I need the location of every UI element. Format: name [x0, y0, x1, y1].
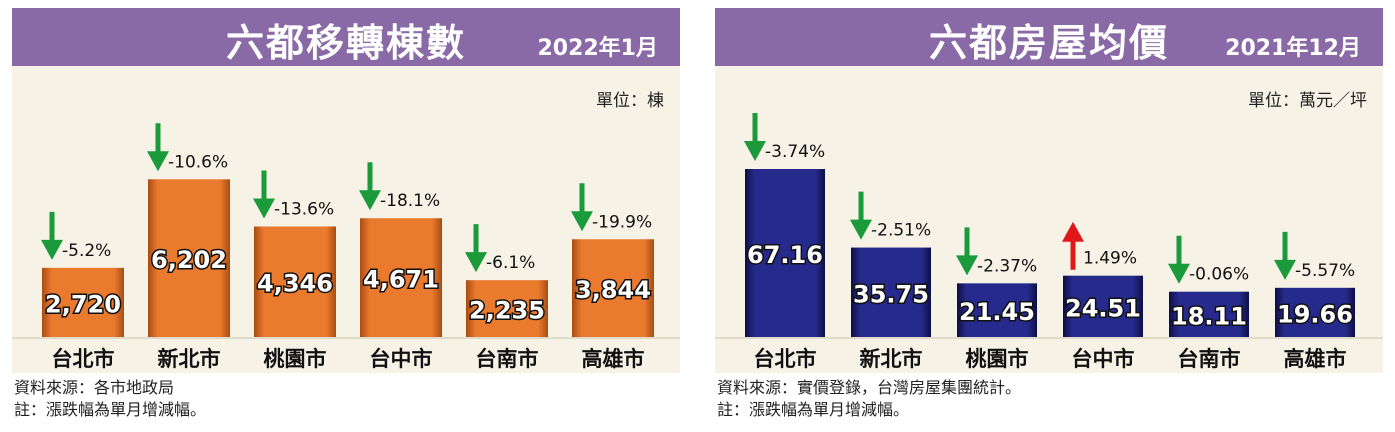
bar-value-label: 24.51 — [1065, 294, 1141, 322]
bar-value-label: 19.66 — [1277, 300, 1353, 328]
change-label: -6.1% — [486, 253, 535, 273]
arrow-down-icon — [1168, 235, 1190, 284]
arrow-up-icon — [1062, 221, 1084, 270]
bar — [1275, 287, 1355, 337]
panel-date: 2021年12月 — [1225, 36, 1361, 61]
plot-area: 單位：萬元／坪 67.16 -3.74% 台北市 35.75 -2.51% 新北市 21.4… — [715, 66, 1383, 373]
arrow-down-icon — [571, 183, 593, 232]
bar-value-label: 2,720 — [45, 290, 121, 318]
category-label: 台中市 — [1072, 347, 1135, 371]
category-label: 新北市 — [158, 347, 221, 371]
change-label: -5.57% — [1295, 261, 1355, 281]
plot-area: 單位：棟 2,720 -5.2% 台北市 6,202 -10.6% 新北市 4,346 -13… — [12, 66, 680, 373]
arrow-down-icon — [956, 227, 978, 276]
category-label: 台南市 — [1178, 347, 1241, 371]
category-label: 台中市 — [370, 347, 433, 371]
bar — [42, 267, 124, 337]
bar-value-label: 18.11 — [1171, 302, 1247, 330]
arrow-down-icon — [1274, 231, 1296, 280]
bar-value-label: 3,844 — [575, 276, 651, 304]
panel-title: 六都移轉棟數 — [225, 21, 466, 65]
category-label: 台北市 — [52, 347, 115, 371]
bar — [851, 247, 931, 337]
arrow-down-icon — [253, 170, 275, 219]
source-note: 資料來源：實價登錄，台灣房屋集團統計。 — [717, 378, 1022, 397]
transfer-bar-chart: 2,720 -5.2% 台北市 6,202 -10.6% 新北市 4,346 -13.6% 桃園… — [12, 123, 680, 371]
change-label: -19.9% — [592, 212, 652, 232]
panel-title: 六都房屋均價 — [928, 21, 1169, 65]
category-label: 高雄市 — [582, 347, 645, 371]
bar-value-label: 4,671 — [363, 266, 439, 294]
footnotes: 資料來源：實價登錄，台灣房屋集團統計。 註：漲跌幅為單月增減幅。 — [717, 377, 1021, 421]
change-label: -2.37% — [977, 256, 1037, 276]
source-note: 資料來源：各市地政局 — [14, 378, 175, 397]
bar — [254, 226, 336, 337]
transfer-count-panel: 六都移轉棟數 2022年1月 單位：棟 2,720 -5.2% 台北市 6,202 -1… — [12, 8, 680, 432]
bar — [957, 283, 1037, 337]
category-label: 高雄市 — [1284, 347, 1347, 371]
change-label: -0.06% — [1189, 265, 1249, 285]
arrow-down-icon — [359, 162, 381, 211]
panel-date: 2022年1月 — [537, 36, 658, 61]
price-bar-chart: 67.16 -3.74% 台北市 35.75 -2.51% 新北市 21.45 -2.37% 桃… — [715, 113, 1383, 371]
arrow-down-icon — [850, 191, 872, 240]
bar — [360, 218, 442, 337]
category-label: 台北市 — [754, 347, 817, 371]
arrow-down-icon — [465, 224, 487, 273]
bar-value-label: 2,235 — [469, 297, 545, 325]
bar-value-label: 35.75 — [853, 280, 929, 308]
bar — [572, 239, 654, 337]
bar-value-label: 67.16 — [747, 241, 823, 269]
change-note: 註：漲跌幅為單月增減幅。 — [717, 400, 910, 419]
category-label: 桃園市 — [264, 347, 327, 371]
change-label: -10.6% — [168, 152, 228, 172]
unit-label: 單位：萬元／坪 — [1248, 91, 1367, 111]
bar — [1063, 275, 1143, 337]
change-label: 1.49% — [1083, 249, 1137, 269]
unit-label: 單位：棟 — [596, 91, 664, 111]
arrow-down-icon — [41, 211, 63, 260]
bar-value-label: 21.45 — [959, 298, 1035, 326]
bar — [148, 179, 230, 337]
house-price-panel: 六都房屋均價 2021年12月 單位：萬元／坪 67.16 -3.74% 台北市 35… — [715, 8, 1383, 432]
change-label: -13.6% — [274, 199, 334, 219]
bar-value-label: 6,202 — [151, 246, 227, 274]
bar — [1169, 291, 1249, 337]
change-label: -3.74% — [765, 142, 825, 162]
change-label: -5.2% — [62, 241, 111, 261]
bar — [745, 169, 825, 337]
footnotes: 資料來源：各市地政局 註：漲跌幅為單月增減幅。 — [14, 377, 206, 421]
panel-header: 六都房屋均價 2021年12月 — [715, 8, 1383, 66]
change-label: -18.1% — [380, 191, 440, 211]
category-label: 新北市 — [860, 347, 923, 371]
category-label: 桃園市 — [966, 347, 1029, 371]
change-label: -2.51% — [871, 221, 931, 241]
bar-value-label: 4,346 — [257, 270, 333, 298]
change-note: 註：漲跌幅為單月增減幅。 — [14, 400, 207, 419]
panel-header: 六都移轉棟數 2022年1月 — [12, 8, 680, 66]
arrow-down-icon — [147, 123, 169, 172]
arrow-down-icon — [744, 113, 766, 161]
bar — [466, 280, 548, 337]
category-label: 台南市 — [476, 347, 539, 371]
